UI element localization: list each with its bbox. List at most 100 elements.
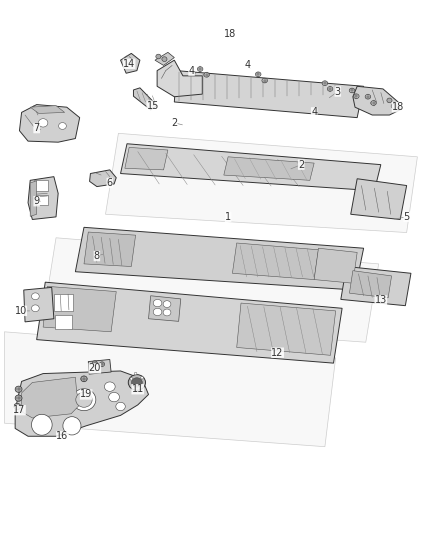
Polygon shape	[43, 286, 116, 332]
Text: 4: 4	[188, 66, 194, 76]
Polygon shape	[148, 296, 180, 321]
Ellipse shape	[131, 378, 142, 387]
Ellipse shape	[155, 54, 161, 59]
Polygon shape	[120, 144, 380, 191]
Ellipse shape	[63, 417, 81, 435]
Ellipse shape	[81, 376, 87, 382]
Ellipse shape	[348, 88, 354, 93]
Text: 19: 19	[80, 390, 92, 399]
Polygon shape	[105, 133, 417, 232]
Text: 1: 1	[225, 212, 231, 222]
Ellipse shape	[162, 57, 166, 61]
Ellipse shape	[32, 414, 52, 435]
Polygon shape	[352, 86, 399, 115]
Polygon shape	[30, 181, 37, 216]
Polygon shape	[89, 170, 116, 187]
Polygon shape	[120, 53, 140, 73]
Ellipse shape	[261, 78, 267, 83]
Ellipse shape	[49, 392, 58, 400]
Polygon shape	[236, 303, 335, 356]
Text: 14: 14	[123, 59, 135, 69]
Polygon shape	[349, 271, 391, 298]
Ellipse shape	[197, 67, 202, 71]
Text: 20: 20	[88, 364, 101, 373]
Polygon shape	[84, 232, 135, 266]
Polygon shape	[37, 282, 341, 363]
Ellipse shape	[386, 98, 391, 103]
Ellipse shape	[353, 94, 358, 99]
Text: 4: 4	[311, 108, 317, 117]
Text: 13: 13	[374, 295, 386, 305]
Ellipse shape	[15, 386, 22, 392]
Ellipse shape	[14, 403, 21, 410]
Text: 7: 7	[33, 123, 40, 133]
Ellipse shape	[364, 94, 370, 99]
Ellipse shape	[32, 404, 41, 413]
Polygon shape	[155, 52, 174, 66]
Ellipse shape	[153, 308, 162, 316]
Ellipse shape	[370, 101, 375, 106]
Ellipse shape	[76, 392, 92, 407]
Ellipse shape	[116, 402, 125, 410]
Polygon shape	[30, 106, 64, 114]
Ellipse shape	[321, 81, 327, 85]
Ellipse shape	[32, 390, 41, 399]
Polygon shape	[124, 148, 167, 170]
Polygon shape	[43, 238, 378, 342]
Ellipse shape	[255, 72, 261, 77]
Text: 6: 6	[106, 178, 113, 188]
FancyBboxPatch shape	[55, 314, 72, 329]
Text: 9: 9	[34, 196, 39, 206]
Ellipse shape	[203, 72, 209, 77]
Ellipse shape	[99, 362, 104, 367]
Ellipse shape	[104, 382, 115, 391]
Text: 11: 11	[131, 384, 144, 394]
Text: 17: 17	[13, 405, 25, 415]
Text: 15: 15	[146, 101, 159, 111]
Ellipse shape	[153, 300, 162, 306]
Text: 10: 10	[14, 306, 27, 316]
FancyBboxPatch shape	[54, 294, 73, 311]
Polygon shape	[4, 332, 335, 447]
Ellipse shape	[163, 309, 170, 316]
Text: 12: 12	[271, 348, 283, 358]
Polygon shape	[174, 71, 363, 118]
Polygon shape	[19, 104, 80, 142]
Text: 18: 18	[391, 102, 403, 112]
Text: 3: 3	[334, 86, 340, 96]
Ellipse shape	[58, 123, 66, 130]
Ellipse shape	[38, 119, 48, 127]
Ellipse shape	[163, 301, 170, 308]
Text: 2: 2	[297, 160, 304, 169]
Ellipse shape	[326, 86, 332, 91]
Polygon shape	[15, 371, 148, 436]
Polygon shape	[232, 243, 318, 280]
Polygon shape	[133, 88, 157, 110]
FancyBboxPatch shape	[34, 180, 48, 191]
Ellipse shape	[92, 361, 97, 366]
Text: 18: 18	[224, 29, 236, 39]
Ellipse shape	[128, 375, 145, 390]
Polygon shape	[223, 157, 314, 180]
Polygon shape	[314, 248, 357, 283]
Text: 16: 16	[56, 431, 68, 441]
Polygon shape	[88, 359, 111, 374]
Ellipse shape	[141, 376, 143, 379]
Ellipse shape	[32, 305, 39, 312]
Ellipse shape	[72, 389, 95, 410]
Polygon shape	[21, 377, 80, 418]
Polygon shape	[75, 228, 363, 290]
Ellipse shape	[130, 377, 132, 380]
Text: 2: 2	[171, 118, 177, 128]
Text: 4: 4	[244, 60, 250, 70]
Text: 8: 8	[94, 251, 100, 261]
Polygon shape	[350, 179, 406, 220]
Text: 5: 5	[403, 212, 409, 222]
Ellipse shape	[134, 372, 137, 375]
Polygon shape	[28, 176, 58, 220]
FancyBboxPatch shape	[34, 196, 48, 205]
Ellipse shape	[390, 104, 396, 109]
Ellipse shape	[109, 392, 119, 402]
Polygon shape	[340, 266, 410, 306]
Ellipse shape	[32, 293, 39, 300]
